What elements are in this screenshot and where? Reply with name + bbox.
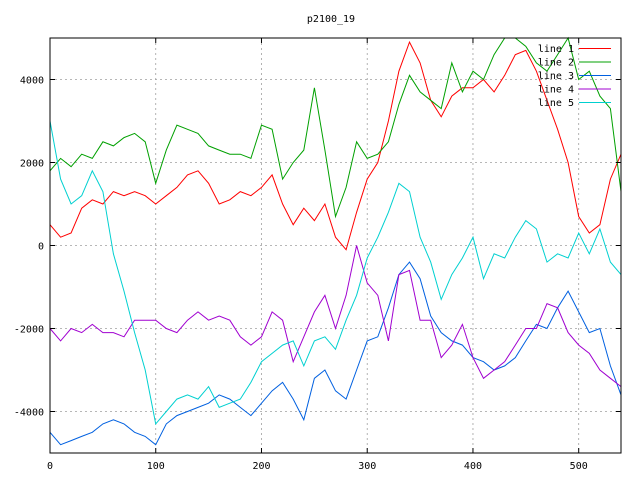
series-line-3 bbox=[49, 261, 622, 446]
x-tick-label: 400 bbox=[464, 461, 482, 472]
legend-label-2: line 2 bbox=[538, 58, 574, 69]
legend: line 1 line 2 line 3 line 4 line 5 bbox=[538, 44, 611, 109]
legend-label-3: line 3 bbox=[538, 71, 574, 82]
legend-label-4: line 4 bbox=[538, 85, 574, 96]
x-tick-label: 500 bbox=[570, 461, 588, 472]
chart-title: p2100_19 bbox=[307, 14, 355, 25]
series-line-4 bbox=[49, 245, 622, 387]
y-tick-label: -2000 bbox=[14, 325, 44, 336]
x-tick-label: 200 bbox=[252, 461, 270, 472]
y-tick-label: 2000 bbox=[20, 159, 44, 170]
series-line-1 bbox=[49, 40, 622, 251]
series-line-5 bbox=[49, 120, 622, 426]
x-tick-label: 0 bbox=[47, 461, 53, 472]
series-line-2 bbox=[49, 36, 622, 219]
legend-label-5: line 5 bbox=[538, 98, 574, 109]
y-tick-label: 4000 bbox=[20, 76, 44, 87]
x-tick-label: 100 bbox=[147, 461, 165, 472]
legend-label-1: line 1 bbox=[538, 44, 574, 55]
x-tick-label: 300 bbox=[358, 461, 376, 472]
y-tick-label: 0 bbox=[38, 242, 44, 253]
axis-ticks: 0 100 200 300 400 500 -4000 -2000 0 2000 4000 bbox=[14, 38, 621, 472]
series-layer bbox=[49, 36, 622, 446]
y-tick-label: -4000 bbox=[14, 408, 44, 419]
